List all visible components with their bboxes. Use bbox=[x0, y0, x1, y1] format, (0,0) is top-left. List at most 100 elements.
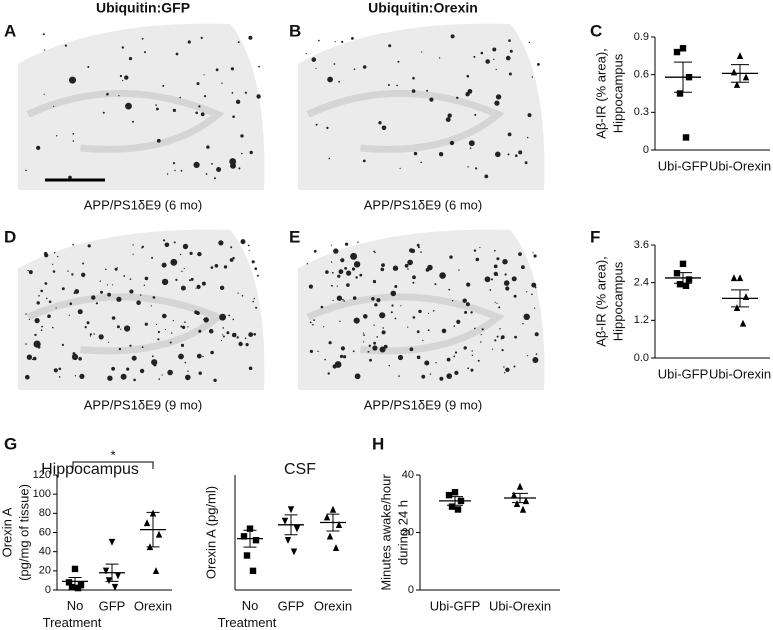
plaque bbox=[473, 55, 476, 58]
data-point bbox=[733, 304, 741, 311]
micrograph bbox=[18, 23, 265, 191]
plaque bbox=[78, 357, 82, 361]
plaque bbox=[74, 375, 77, 377]
plaque bbox=[513, 294, 517, 298]
plaque bbox=[353, 317, 360, 324]
data-point bbox=[329, 505, 337, 513]
plaque bbox=[74, 289, 80, 294]
plaque bbox=[526, 291, 528, 293]
plaque bbox=[475, 167, 478, 170]
plaque bbox=[258, 65, 260, 68]
plaque bbox=[164, 328, 166, 331]
plaque bbox=[421, 374, 426, 379]
x-tick-label: Orexin bbox=[314, 598, 352, 613]
plaque bbox=[55, 135, 58, 137]
plaque bbox=[534, 332, 539, 337]
panel-label: A bbox=[4, 21, 16, 40]
plaque bbox=[456, 96, 459, 100]
plaque bbox=[25, 374, 30, 380]
plaque bbox=[89, 333, 92, 336]
plaque bbox=[469, 141, 472, 144]
plaque bbox=[124, 325, 131, 332]
plaque bbox=[129, 278, 132, 280]
plaque bbox=[339, 320, 341, 322]
plaque bbox=[311, 57, 317, 62]
y-tick-label: 60 bbox=[39, 526, 51, 538]
plaque bbox=[167, 369, 173, 376]
plaque bbox=[407, 326, 409, 328]
plaque bbox=[462, 298, 467, 303]
panel-label: B bbox=[289, 21, 301, 40]
image-caption: APP/PS1δE9 (9 mo) bbox=[364, 397, 483, 412]
plaque bbox=[69, 302, 73, 306]
data-point bbox=[445, 491, 453, 499]
plaque bbox=[198, 371, 202, 375]
plaque bbox=[178, 353, 184, 360]
plaque bbox=[181, 270, 183, 273]
plaque bbox=[518, 150, 523, 155]
plaque bbox=[421, 51, 423, 53]
plaque bbox=[179, 253, 182, 256]
plaque bbox=[309, 321, 312, 324]
plaque bbox=[237, 41, 240, 44]
plaque bbox=[164, 242, 170, 248]
plaque bbox=[397, 60, 400, 63]
plaque bbox=[52, 270, 56, 273]
plaque bbox=[344, 267, 347, 270]
plaque bbox=[151, 256, 154, 259]
plaque bbox=[378, 121, 382, 125]
plaque bbox=[471, 354, 474, 356]
plaque bbox=[411, 89, 416, 93]
data-point bbox=[290, 548, 298, 556]
plaque bbox=[161, 278, 169, 286]
plaque bbox=[501, 349, 504, 352]
plaque bbox=[330, 244, 332, 246]
plaque bbox=[132, 253, 134, 255]
micrograph bbox=[298, 229, 545, 390]
plaque bbox=[100, 290, 103, 294]
plaque bbox=[184, 361, 187, 364]
plaque bbox=[248, 332, 254, 337]
data-point bbox=[730, 274, 738, 282]
plaque bbox=[241, 241, 245, 245]
plaque bbox=[36, 301, 40, 305]
plaque bbox=[343, 300, 346, 302]
plaque bbox=[156, 138, 161, 143]
plaque bbox=[64, 44, 67, 47]
plaque bbox=[248, 35, 253, 40]
data-point bbox=[105, 577, 113, 585]
plaque bbox=[427, 329, 430, 332]
plaque bbox=[67, 270, 69, 272]
chart-title: Hippocampus bbox=[41, 461, 139, 478]
plaque bbox=[439, 376, 444, 381]
plaque bbox=[317, 350, 319, 352]
plaque bbox=[450, 34, 455, 39]
plaque bbox=[376, 336, 379, 338]
plaque bbox=[511, 276, 517, 282]
plaque bbox=[136, 300, 141, 306]
plaque bbox=[534, 286, 537, 289]
plaque bbox=[150, 305, 152, 307]
plaque bbox=[410, 248, 416, 254]
plaque bbox=[305, 52, 307, 55]
plaque bbox=[232, 318, 235, 321]
plaque bbox=[346, 283, 350, 287]
plaque bbox=[320, 305, 324, 309]
plaque bbox=[409, 347, 414, 352]
plaque bbox=[499, 328, 501, 330]
plaque bbox=[151, 355, 154, 358]
plaque bbox=[206, 145, 210, 149]
plaque bbox=[253, 333, 256, 336]
plaque bbox=[474, 113, 477, 116]
x-tick-label: GFP bbox=[278, 598, 305, 613]
plaque bbox=[426, 89, 429, 92]
plaque bbox=[210, 350, 214, 355]
plaque bbox=[235, 99, 241, 105]
plaque bbox=[458, 269, 460, 271]
plaque bbox=[318, 39, 320, 42]
plaque bbox=[363, 334, 365, 336]
plaque bbox=[175, 52, 179, 56]
plaque bbox=[144, 276, 149, 281]
plaque bbox=[381, 263, 385, 267]
plaque bbox=[203, 74, 205, 76]
